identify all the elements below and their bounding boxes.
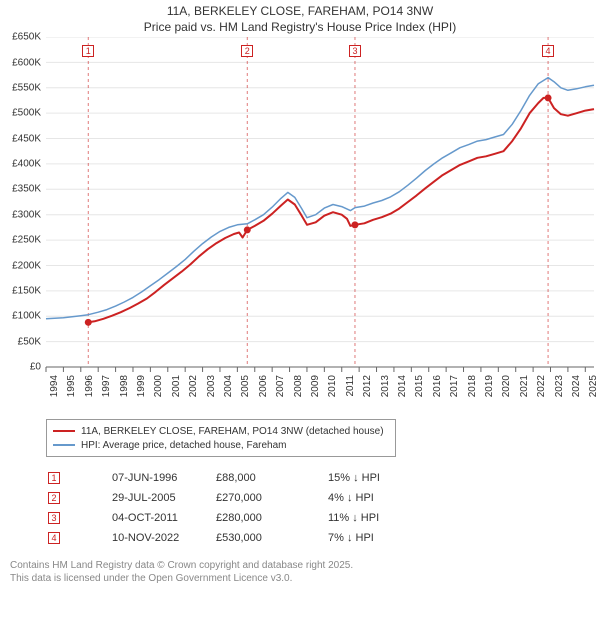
- x-tick-label: 1999: [136, 375, 147, 397]
- legend-swatch: [53, 430, 75, 432]
- legend-item: 11A, BERKELEY CLOSE, FAREHAM, PO14 3NW (…: [53, 424, 389, 438]
- transaction-delta: 11% ↓ HPI: [328, 509, 448, 527]
- x-tick-label: 2000: [153, 375, 164, 397]
- x-tick-label: 1997: [101, 375, 112, 397]
- x-tick-label: 2025: [588, 375, 599, 397]
- x-tick-label: 2020: [501, 375, 512, 397]
- y-tick-label: £100K: [12, 311, 41, 322]
- title-line-2: Price paid vs. HM Land Registry's House …: [0, 20, 600, 36]
- y-tick-label: £650K: [12, 32, 41, 43]
- footnote-line: This data is licensed under the Open Gov…: [10, 572, 600, 585]
- chart-title-block: 11A, BERKELEY CLOSE, FAREHAM, PO14 3NW P…: [0, 0, 600, 35]
- line-chart-svg: [0, 37, 600, 415]
- x-tick-label: 2022: [536, 375, 547, 397]
- y-tick-label: £200K: [12, 260, 41, 271]
- transaction-marker: 1: [82, 45, 94, 57]
- y-tick-label: £300K: [12, 209, 41, 220]
- y-tick-label: £250K: [12, 235, 41, 246]
- footnote: Contains HM Land Registry data © Crown c…: [10, 559, 600, 585]
- transaction-marker: 4: [542, 45, 554, 57]
- x-tick-label: 1994: [49, 375, 60, 397]
- x-tick-label: 2011: [345, 375, 356, 397]
- x-tick-label: 2015: [414, 375, 425, 397]
- x-tick-label: 2021: [519, 375, 530, 397]
- transaction-delta: 4% ↓ HPI: [328, 489, 448, 507]
- x-tick-label: 2013: [380, 375, 391, 397]
- transaction-delta: 7% ↓ HPI: [328, 529, 448, 547]
- x-tick-label: 2008: [293, 375, 304, 397]
- transaction-price: £280,000: [216, 509, 326, 527]
- x-tick-label: 2024: [571, 375, 582, 397]
- x-tick-label: 2009: [310, 375, 321, 397]
- transactions-table: 1 07-JUN-1996£88,00015% ↓ HPI 2 29-JUL-2005…: [46, 467, 450, 549]
- transaction-date: 07-JUN-1996: [84, 469, 214, 487]
- x-tick-label: 2005: [240, 375, 251, 397]
- x-tick-label: 2003: [206, 375, 217, 397]
- transaction-marker-cell: 1: [48, 472, 60, 484]
- x-tick-label: 2007: [275, 375, 286, 397]
- x-tick-label: 1996: [84, 375, 95, 397]
- x-tick-label: 2006: [258, 375, 269, 397]
- x-tick-label: 2017: [449, 375, 460, 397]
- transaction-row: 2 29-JUL-2005£270,0004% ↓ HPI: [48, 489, 448, 507]
- title-line-1: 11A, BERKELEY CLOSE, FAREHAM, PO14 3NW: [0, 4, 600, 20]
- x-tick-label: 2023: [554, 375, 565, 397]
- transaction-marker-cell: 3: [48, 512, 60, 524]
- transaction-row: 1 07-JUN-1996£88,00015% ↓ HPI: [48, 469, 448, 487]
- transaction-price: £270,000: [216, 489, 326, 507]
- transaction-marker: 3: [349, 45, 361, 57]
- y-tick-label: £400K: [12, 159, 41, 170]
- x-tick-label: 2012: [362, 375, 373, 397]
- transaction-marker: 2: [241, 45, 253, 57]
- transaction-delta: 15% ↓ HPI: [328, 469, 448, 487]
- legend-item: HPI: Average price, detached house, Fare…: [53, 438, 389, 452]
- chart-area: £0 £50K £100K £150K £200K £250K £300K £350K £400…: [0, 37, 600, 415]
- transaction-row: 3 04-OCT-2011£280,00011% ↓ HPI: [48, 509, 448, 527]
- transaction-price: £88,000: [216, 469, 326, 487]
- transaction-price: £530,000: [216, 529, 326, 547]
- x-tick-label: 2004: [223, 375, 234, 397]
- y-tick-label: £500K: [12, 108, 41, 119]
- x-tick-label: 2016: [432, 375, 443, 397]
- transaction-marker-cell: 2: [48, 492, 60, 504]
- x-tick-label: 2010: [327, 375, 338, 397]
- y-tick-label: £600K: [12, 57, 41, 68]
- legend-label: HPI: Average price, detached house, Fare…: [81, 440, 287, 451]
- transaction-date: 04-OCT-2011: [84, 509, 214, 527]
- transaction-row: 4 10-NOV-2022£530,0007% ↓ HPI: [48, 529, 448, 547]
- x-tick-label: 1998: [119, 375, 130, 397]
- transaction-date: 10-NOV-2022: [84, 529, 214, 547]
- x-tick-label: 1995: [66, 375, 77, 397]
- legend-swatch: [53, 444, 75, 446]
- transaction-date: 29-JUL-2005: [84, 489, 214, 507]
- y-tick-label: £450K: [12, 133, 41, 144]
- transaction-marker-cell: 4: [48, 532, 60, 544]
- y-tick-label: £550K: [12, 82, 41, 93]
- y-tick-label: £50K: [18, 336, 41, 347]
- x-tick-label: 2001: [171, 375, 182, 397]
- x-tick-label: 2002: [188, 375, 199, 397]
- y-tick-label: £150K: [12, 286, 41, 297]
- legend-label: 11A, BERKELEY CLOSE, FAREHAM, PO14 3NW (…: [81, 426, 384, 437]
- y-tick-label: £0: [30, 362, 41, 373]
- chart-legend: 11A, BERKELEY CLOSE, FAREHAM, PO14 3NW (…: [46, 419, 396, 457]
- x-tick-label: 2019: [484, 375, 495, 397]
- x-tick-label: 2014: [397, 375, 408, 397]
- y-tick-label: £350K: [12, 184, 41, 195]
- x-tick-label: 2018: [467, 375, 478, 397]
- footnote-line: Contains HM Land Registry data © Crown c…: [10, 559, 600, 572]
